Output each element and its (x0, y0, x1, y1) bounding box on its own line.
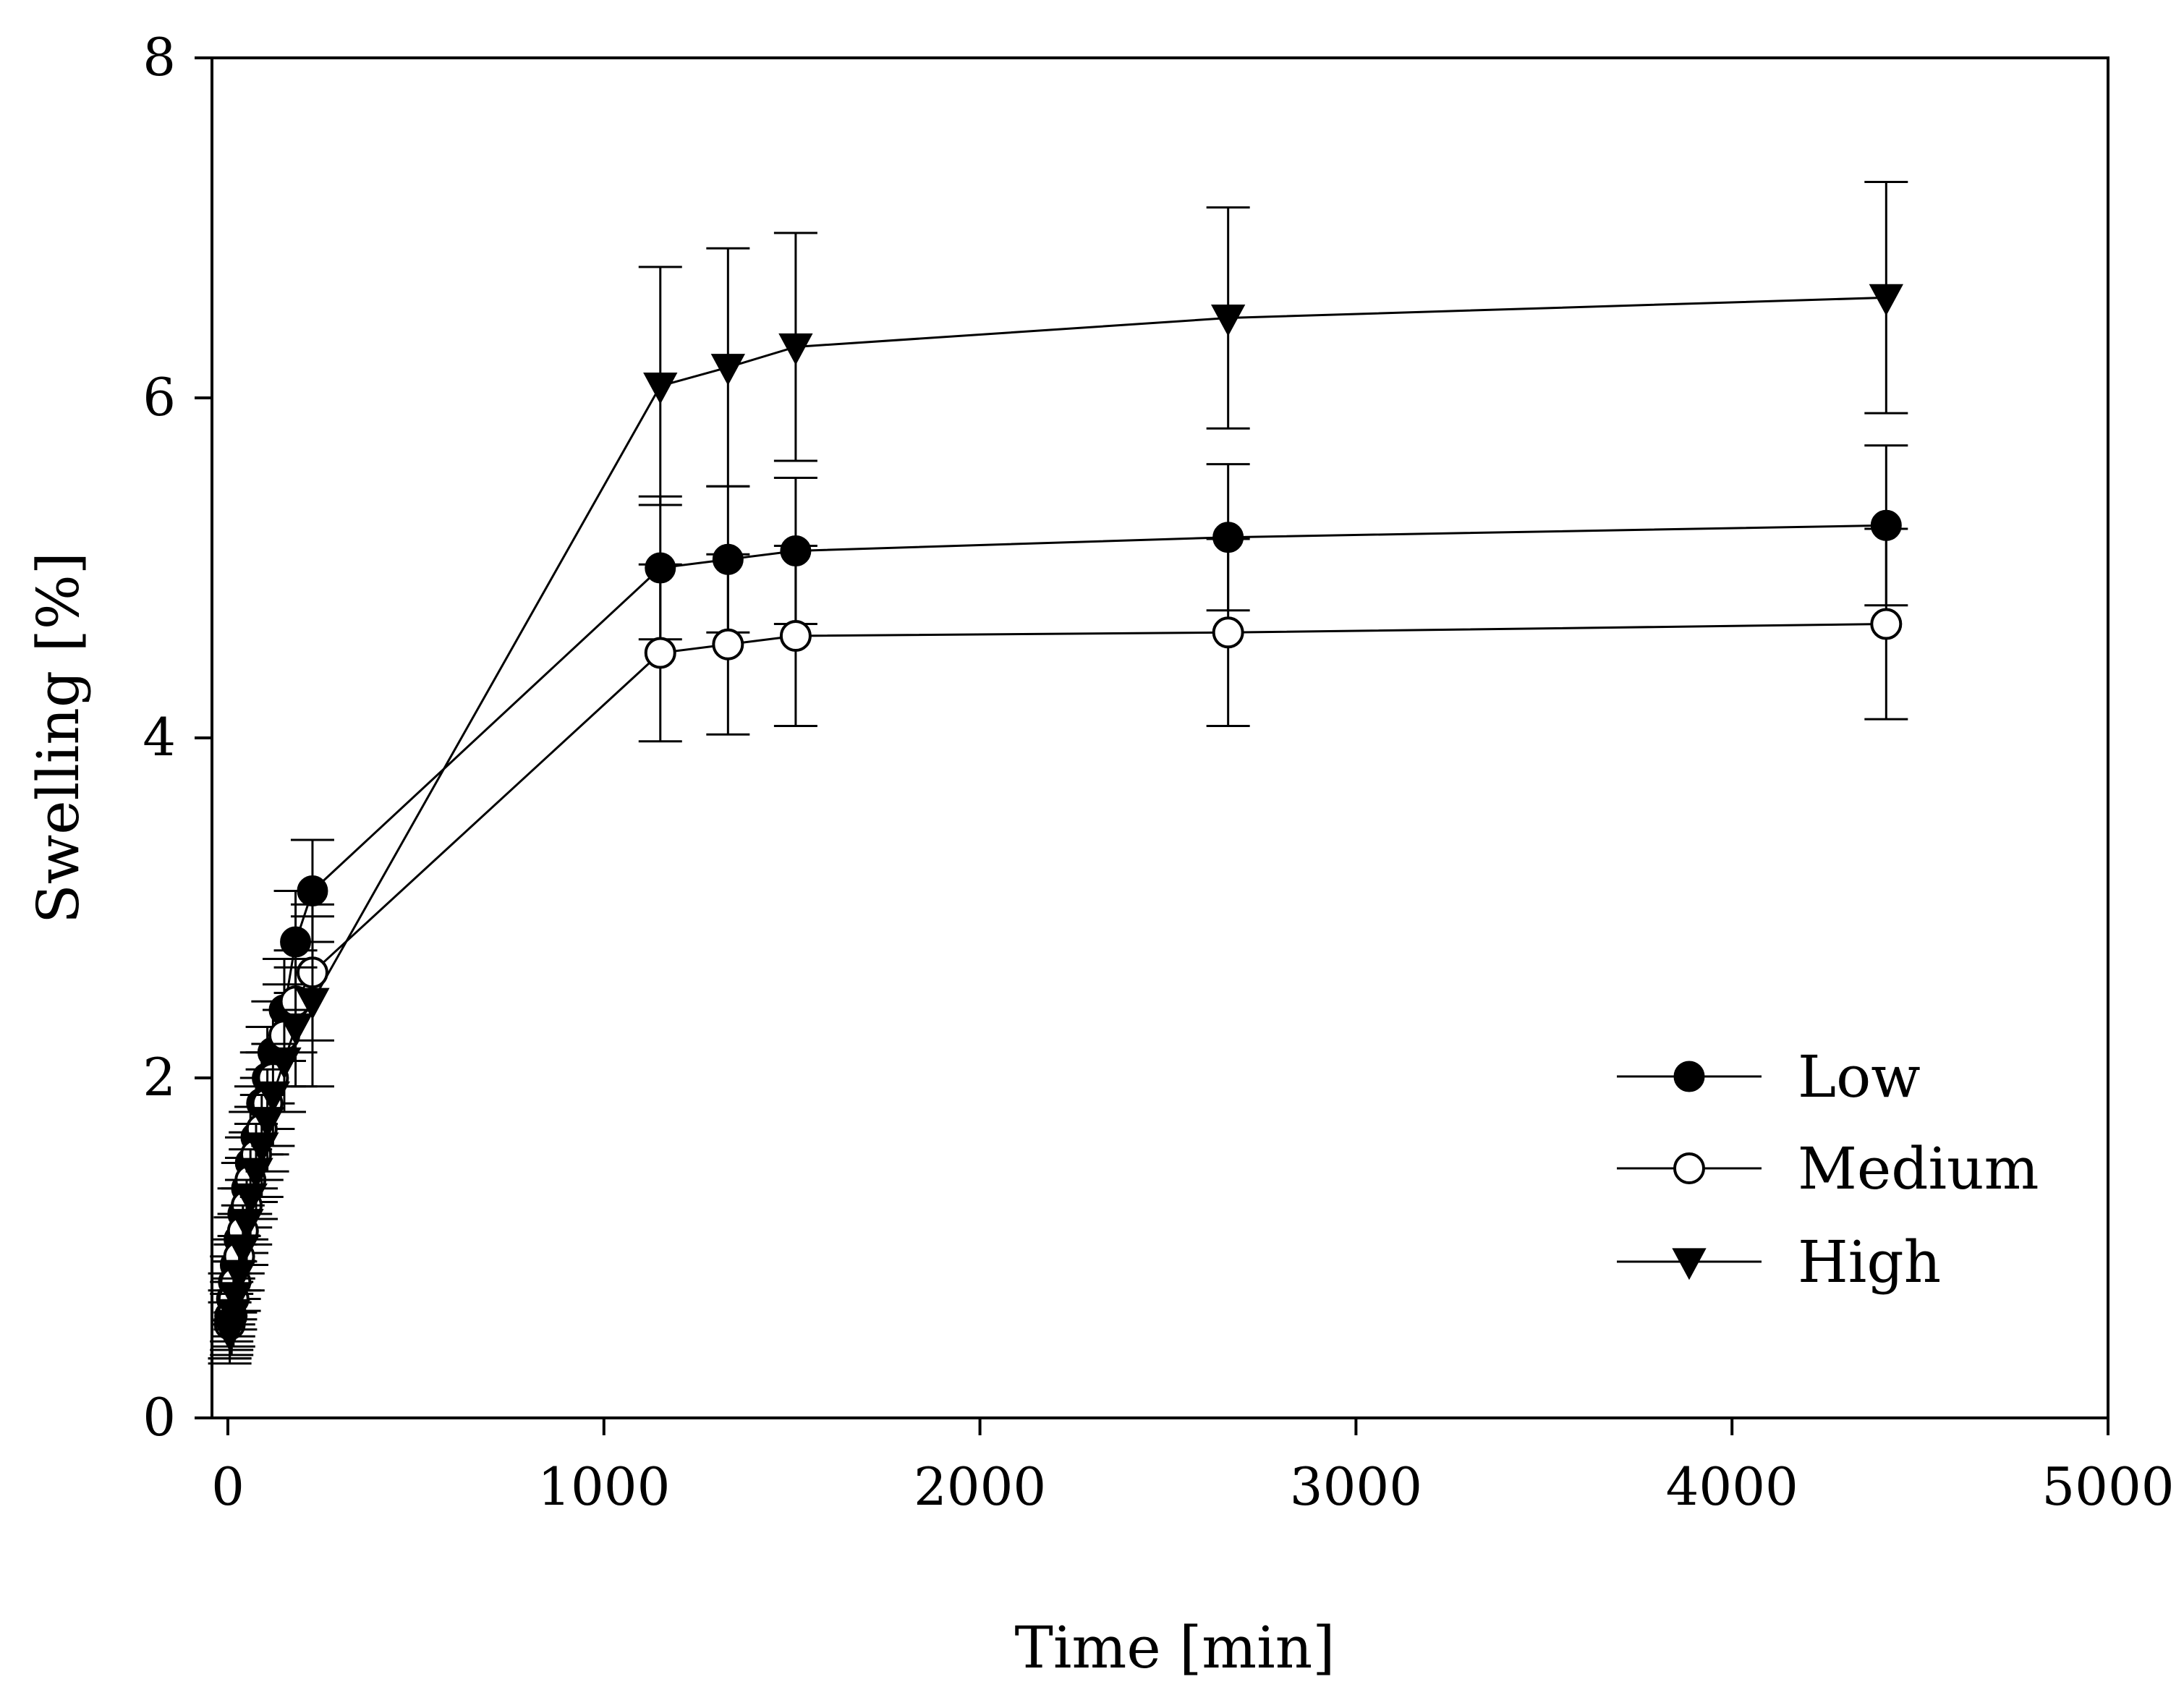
data-point (710, 354, 746, 386)
data-point (278, 1013, 313, 1045)
data-point (779, 620, 812, 652)
x-tick-label: 3000 (1290, 1456, 1422, 1517)
data-point (221, 1259, 257, 1292)
y-tick-label: 6 (143, 367, 176, 428)
series-high (208, 181, 1908, 1365)
legend-item-high: High (1617, 1228, 1941, 1296)
x-tick-label: 2000 (914, 1456, 1046, 1517)
series-layer (208, 181, 1908, 1365)
legend-label: High (1798, 1228, 1941, 1296)
x-tick-label: 0 (211, 1456, 245, 1517)
series-line (229, 524, 1887, 1317)
data-point (226, 1234, 260, 1267)
data-point (1210, 304, 1246, 336)
x-tick-label: 4000 (1666, 1456, 1798, 1517)
y-tick-label: 8 (143, 27, 176, 88)
data-point (778, 333, 813, 365)
data-point (1869, 284, 1903, 316)
data-point (297, 875, 328, 906)
y-axis: 0 2 4 6 8 (143, 27, 212, 1448)
series-line (229, 623, 1887, 1325)
plot-frame (211, 56, 2109, 1419)
data-point (1212, 616, 1244, 649)
legend-marker (1673, 1061, 1705, 1092)
data-point (255, 1081, 291, 1113)
y-tick-label: 0 (143, 1387, 176, 1448)
legend-label: Medium (1798, 1135, 2039, 1202)
legend-item-medium: Medium (1617, 1135, 2039, 1202)
y-axis-title: Swelling [%] (25, 552, 92, 924)
series-medium (208, 527, 1908, 1360)
x-axis: 0 1000 2000 3000 4000 5000 (211, 1418, 2175, 1517)
data-point (1870, 608, 1903, 640)
x-tick-label: 1000 (537, 1456, 670, 1517)
legend: Low Medium High (1617, 1043, 2039, 1296)
x-tick-label: 5000 (2041, 1456, 2174, 1517)
data-point (245, 1132, 279, 1165)
series-line (229, 296, 1887, 1333)
legend-marker (1672, 1248, 1707, 1280)
legend-item-low: Low (1617, 1043, 1921, 1110)
data-point (712, 628, 744, 660)
y-tick-label: 4 (143, 707, 176, 768)
x-axis-title: Time [min] (1015, 1614, 1335, 1681)
data-point (644, 637, 676, 669)
y-tick-label: 2 (143, 1047, 176, 1108)
data-point (250, 1107, 285, 1139)
data-point (233, 1183, 268, 1215)
data-point (643, 372, 678, 404)
legend-label: Low (1798, 1043, 1921, 1110)
data-point (295, 987, 330, 1020)
series-low (208, 444, 1908, 1360)
legend-marker (1673, 1152, 1705, 1184)
data-point (239, 1157, 273, 1190)
data-point (229, 1209, 264, 1241)
data-point (267, 1047, 302, 1079)
